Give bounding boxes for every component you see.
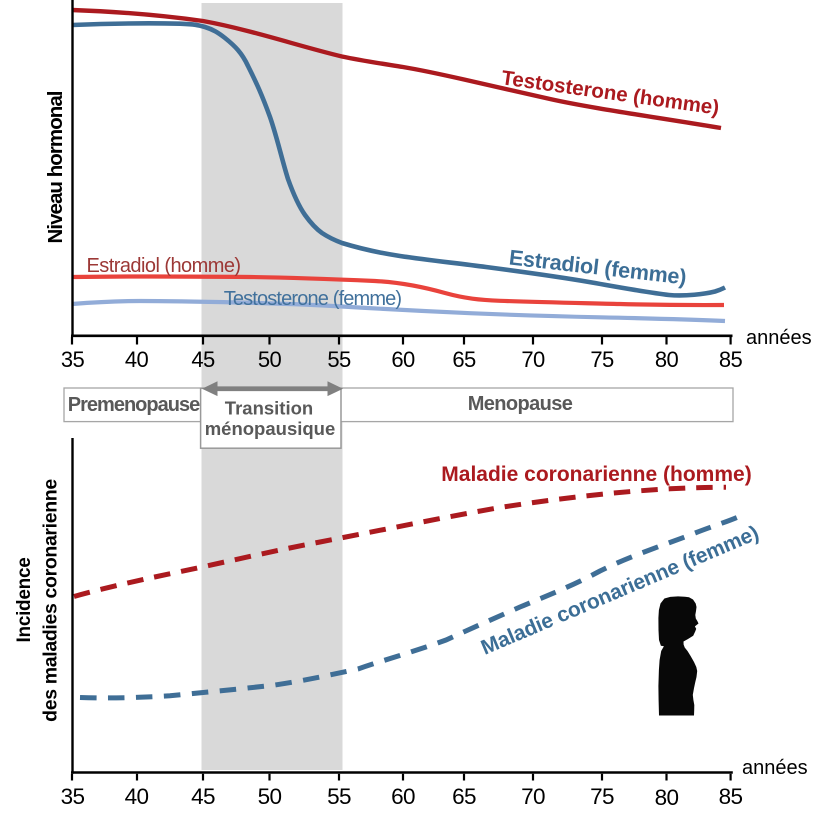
- svg-text:Testosterone (femme): Testosterone (femme): [224, 288, 402, 310]
- svg-text:65: 65: [452, 784, 476, 809]
- svg-text:80: 80: [655, 347, 679, 372]
- svg-text:60: 60: [391, 347, 415, 372]
- svg-text:40: 40: [125, 347, 149, 372]
- svg-text:Transition: Transition: [225, 398, 313, 419]
- svg-text:85: 85: [719, 347, 743, 372]
- svg-text:35: 35: [61, 347, 85, 372]
- svg-text:Niveau hormonal: Niveau hormonal: [44, 91, 67, 243]
- svg-text:45: 45: [191, 347, 215, 372]
- svg-text:75: 75: [590, 347, 614, 372]
- svg-text:60: 60: [391, 784, 415, 809]
- svg-text:55: 55: [327, 784, 351, 809]
- svg-text:Menopause: Menopause: [468, 393, 573, 415]
- svg-text:35: 35: [61, 784, 85, 809]
- svg-text:années: années: [746, 327, 812, 349]
- svg-text:80: 80: [655, 785, 679, 810]
- svg-text:75: 75: [590, 784, 614, 809]
- svg-text:70: 70: [521, 784, 545, 809]
- svg-text:55: 55: [327, 347, 351, 372]
- svg-text:ménopausique: ménopausique: [205, 418, 336, 439]
- svg-text:Maladie coronarienne (homme): Maladie coronarienne (homme): [441, 463, 751, 486]
- svg-text:70: 70: [521, 347, 545, 372]
- svg-text:65: 65: [452, 347, 476, 372]
- svg-text:années: années: [742, 757, 808, 779]
- svg-text:Incidence: Incidence: [14, 558, 35, 643]
- svg-text:des maladies coronarienne: des maladies coronarienne: [39, 479, 61, 722]
- svg-text:40: 40: [125, 784, 149, 809]
- svg-text:45: 45: [191, 784, 215, 809]
- svg-text:85: 85: [719, 784, 743, 809]
- svg-text:50: 50: [258, 784, 282, 809]
- svg-text:50: 50: [258, 347, 282, 372]
- svg-text:Estradiol (homme): Estradiol (homme): [86, 255, 240, 277]
- svg-text:Premenopause: Premenopause: [68, 394, 200, 416]
